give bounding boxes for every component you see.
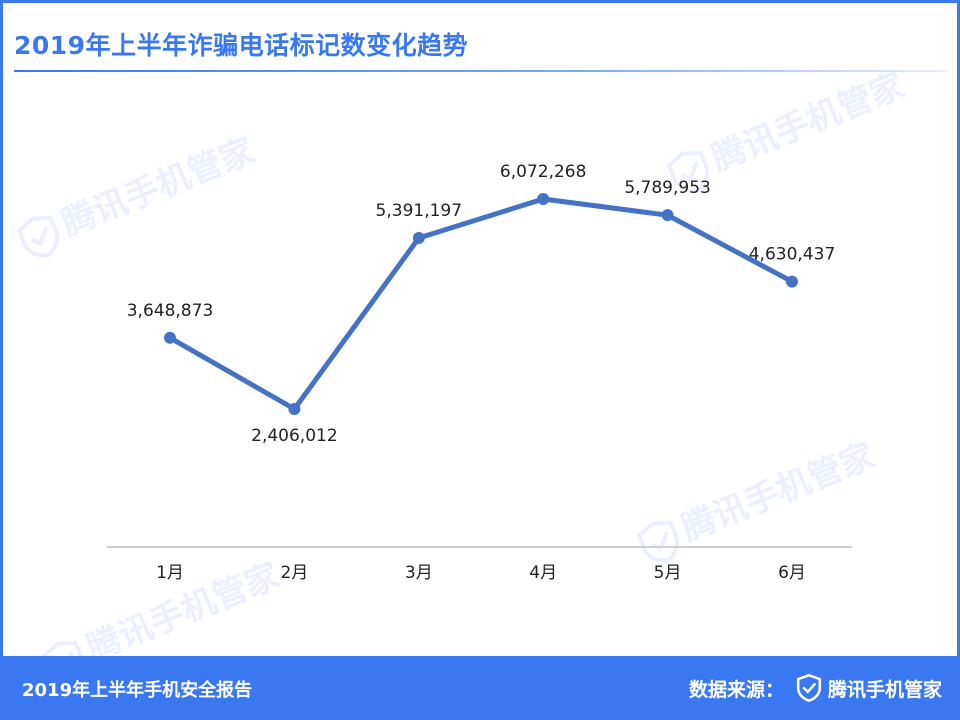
shield-check-icon	[796, 674, 822, 702]
data-point	[661, 209, 674, 222]
watermark: 腾讯手机管家	[660, 58, 911, 199]
shield-check-icon	[636, 520, 680, 563]
data-point	[412, 232, 425, 245]
report-name: 2019年上半年手机安全报告	[22, 680, 253, 701]
x-tick-label: 6月	[778, 563, 806, 583]
title-underline	[14, 70, 946, 72]
x-tick-label: 3月	[405, 563, 433, 583]
watermark: 腾讯手机管家	[630, 428, 881, 569]
data-point	[288, 403, 301, 415]
data-label: 3,648,873	[127, 301, 214, 321]
footer-bar: 2019年上半年手机安全报告 数据来源： 腾讯手机管家	[0, 656, 960, 720]
data-source: 数据来源： 腾讯手机管家	[689, 674, 942, 702]
data-label: 2,406,012	[251, 426, 338, 446]
shield-check-icon	[16, 215, 60, 258]
source-label: 数据来源：	[688, 678, 784, 701]
line-chart: 3,648,873 1月 2,406,012 2月 5,391,197 3月 6,072,2…	[107, 162, 852, 583]
data-point	[537, 193, 550, 205]
series-line	[167, 196, 795, 412]
data-point	[786, 275, 798, 288]
data-label: 5,391,197	[376, 201, 463, 221]
data-label: 6,072,268	[500, 162, 587, 182]
x-tick-label: 5月	[654, 563, 682, 583]
x-tick-label: 4月	[529, 563, 557, 583]
brand-name: 腾讯手机管家	[827, 678, 942, 701]
data-label: 5,789,953	[624, 178, 711, 198]
watermark: 腾讯手机管家	[10, 123, 261, 264]
chart-title: 2019年上半年诈骗电话标记数变化趋势	[14, 31, 469, 60]
data-label: 4,630,437	[749, 245, 836, 265]
shield-check-icon	[666, 150, 710, 193]
data-point	[164, 331, 176, 344]
x-tick-label: 1月	[156, 563, 184, 583]
x-tick-label: 2月	[280, 563, 308, 583]
